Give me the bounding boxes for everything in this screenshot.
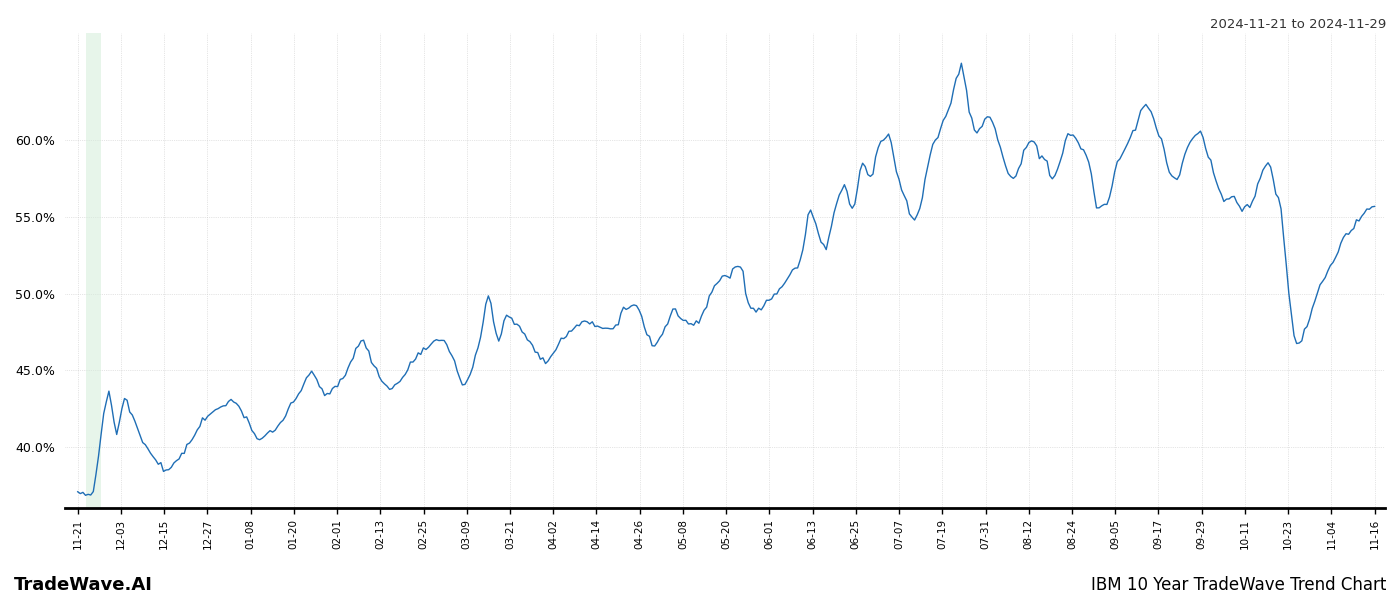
Bar xyxy=(85,33,101,508)
Text: IBM 10 Year TradeWave Trend Chart: IBM 10 Year TradeWave Trend Chart xyxy=(1091,576,1386,594)
Text: TradeWave.AI: TradeWave.AI xyxy=(14,576,153,594)
Text: 2024-11-21 to 2024-11-29: 2024-11-21 to 2024-11-29 xyxy=(1210,18,1386,31)
